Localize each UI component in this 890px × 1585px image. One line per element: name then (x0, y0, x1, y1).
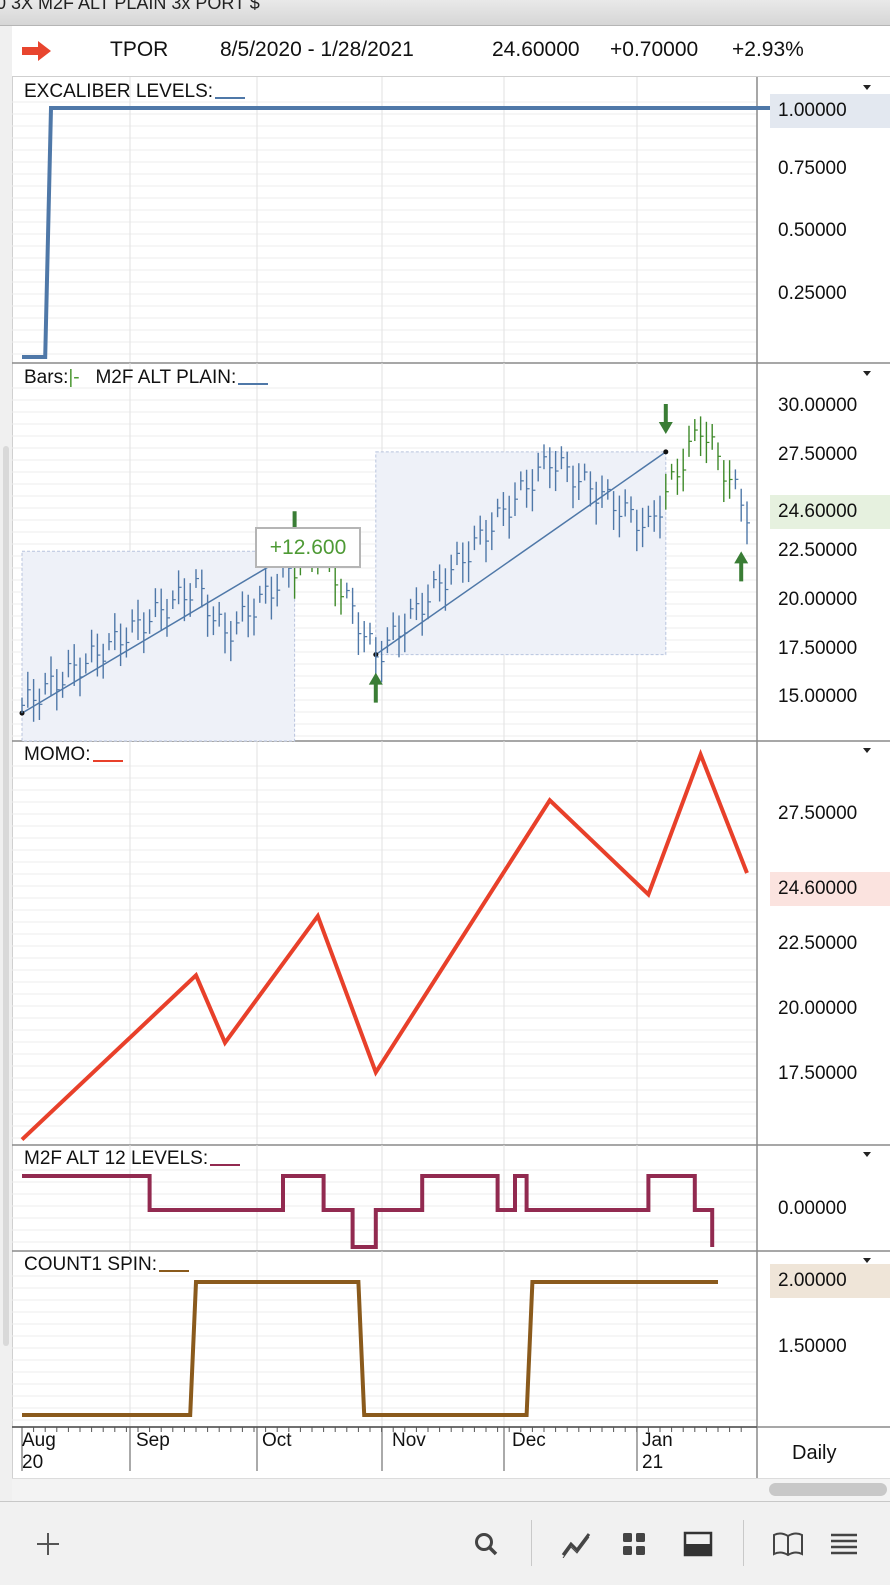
excaliber-pane-title: EXCALIBER LEVELS: (24, 81, 246, 103)
m2f12-pane-title: M2F ALT 12 LEVELS: (24, 1148, 241, 1170)
x-year-label: 21 (642, 1452, 664, 1473)
horizontal-scrollbar[interactable] (12, 1478, 890, 1501)
buy-arrow-icon (368, 672, 383, 703)
left-scroll-thumb[interactable] (3, 446, 9, 1346)
chart-canvas[interactable] (12, 77, 890, 1500)
x-year-label: 20 (22, 1452, 44, 1473)
search-icon (475, 1532, 498, 1555)
trade-box (21, 550, 296, 742)
search-button[interactable] (466, 1502, 506, 1585)
trend-line (375, 451, 667, 656)
excaliber-line (22, 106, 776, 359)
momo-value-badge: 24.60000 (770, 872, 890, 906)
excaliber-menu-caret[interactable] (863, 85, 871, 90)
symbol-label: TPOR (110, 38, 169, 61)
chart-area[interactable]: EXCALIBER LEVELS: Bars:|- M2F ALT PLAIN:… (12, 77, 890, 1500)
bars-value-badge: 24.60000 (770, 495, 890, 529)
change-label: +0.70000 (610, 38, 699, 61)
x-month-label: Oct (262, 1430, 292, 1451)
split-pane-button[interactable] (678, 1502, 718, 1585)
x-month-label: Nov (392, 1430, 426, 1451)
arrow-right-icon (22, 41, 51, 61)
trend-line (21, 550, 295, 714)
y-tick: 0.50000 (778, 220, 847, 241)
scroll-thumb[interactable] (769, 1483, 887, 1496)
y-tick: 0.25000 (778, 283, 847, 304)
y-tick: 27.50000 (778, 444, 858, 465)
bars-menu-caret[interactable] (863, 371, 871, 376)
chart-style-button[interactable] (556, 1502, 596, 1585)
book-button[interactable] (766, 1502, 810, 1585)
y-tick: 1.50000 (778, 1336, 847, 1357)
y-tick: 22.50000 (778, 540, 858, 561)
bars-pane-title: Bars:|- M2F ALT PLAIN: (24, 367, 269, 389)
y-tick: 30.00000 (778, 395, 858, 416)
y-tick: 0.75000 (778, 158, 847, 179)
x-month-label: Jan (642, 1430, 673, 1451)
y-tick: 22.50000 (778, 933, 858, 954)
window-title: 0 3X M2F ALT PLAIN 3x PORT $ (0, 0, 260, 13)
plus-icon (37, 1532, 59, 1555)
y-tick: 20.00000 (778, 589, 858, 610)
layout-grid-button[interactable] (614, 1502, 654, 1585)
x-month-label: Dec (512, 1430, 546, 1451)
entry-point (663, 449, 669, 455)
count1-pane-title: COUNT1 SPIN: (24, 1254, 190, 1276)
bottom-toolbar (0, 1501, 890, 1585)
y-tick: 27.50000 (778, 803, 858, 824)
grid-icon (623, 1532, 645, 1555)
y-tick: 20.00000 (778, 998, 858, 1019)
quote-header: TPOR 8/5/2020 - 1/28/2021 24.60000 +0.70… (12, 26, 890, 77)
m2f12-line (22, 1174, 715, 1249)
book-icon (773, 1532, 803, 1556)
momo-menu-caret[interactable] (863, 748, 871, 753)
period-selector[interactable]: Daily (792, 1442, 837, 1464)
left-scroll-strip[interactable] (0, 26, 13, 1501)
y-tick: 17.50000 (778, 638, 858, 659)
gain-callout: +12.600 (255, 527, 361, 568)
line-chart-icon (561, 1532, 591, 1558)
count1-value-badge: 2.00000 (770, 1264, 890, 1298)
y-tick: 15.00000 (778, 686, 858, 707)
x-month-label: Sep (136, 1430, 170, 1451)
y-tick: 17.50000 (778, 1063, 858, 1084)
sell-arrow-icon (658, 404, 673, 435)
window-titlebar[interactable]: 0 3X M2F ALT PLAIN 3x PORT $ (0, 0, 890, 26)
count1-line (22, 1280, 718, 1417)
x-month-label: Aug (22, 1430, 56, 1451)
m2f12-menu-caret[interactable] (863, 1152, 871, 1157)
count1-menu-caret[interactable] (863, 1258, 871, 1263)
momo-pane-title: MOMO: (24, 744, 123, 766)
momo-line (20, 748, 749, 1142)
last-price-label: 24.60000 (492, 38, 580, 61)
list-icon (831, 1533, 857, 1554)
split-pane-icon (683, 1531, 713, 1556)
y-tick: 0.00000 (778, 1198, 847, 1219)
list-button[interactable] (824, 1502, 864, 1585)
add-button[interactable] (28, 1502, 68, 1585)
change-pct-label: +2.93% (732, 38, 804, 61)
excaliber-value-badge: 1.00000 (770, 94, 890, 128)
date-range-label: 8/5/2020 - 1/28/2021 (220, 38, 414, 61)
buy-arrow-icon (734, 551, 749, 582)
